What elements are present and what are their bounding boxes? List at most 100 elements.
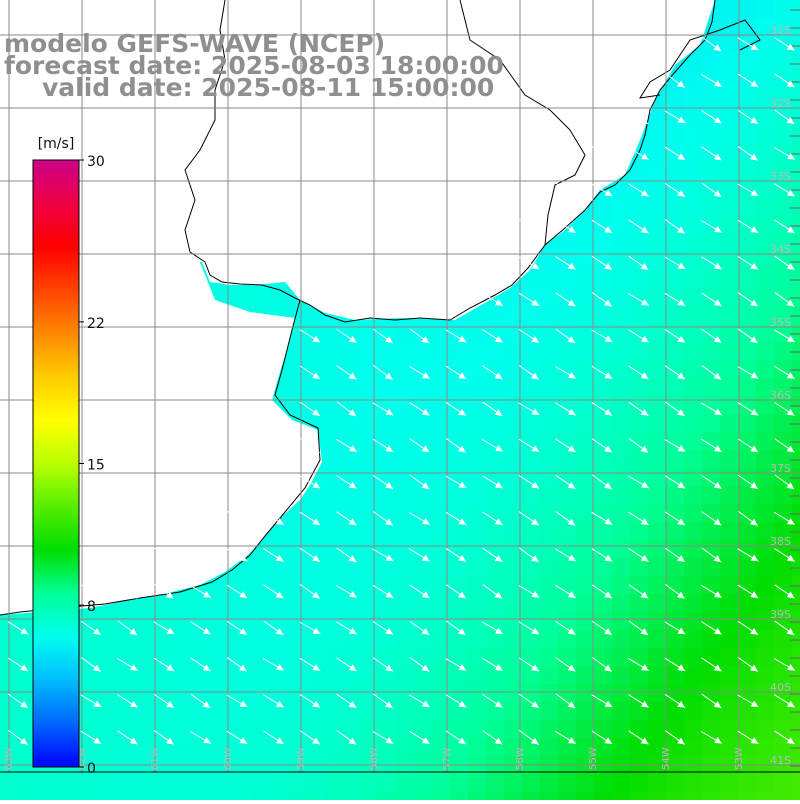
field-cell [756,612,775,631]
field-cell [756,558,775,577]
field-cell [720,144,739,163]
field-cell [774,252,793,271]
wind-arrow [737,109,759,125]
wind-arrow [189,584,212,599]
field-cell [468,648,487,667]
field-cell [306,792,325,804]
field-cell [522,666,541,685]
wind-arrow [774,401,795,417]
wind-arrow [701,292,722,307]
wind-arrow [737,328,759,344]
field-cell [468,324,487,343]
field-cell [648,432,667,451]
wind-arrow [737,438,759,453]
field-cell [126,792,145,804]
field-cell [216,738,235,757]
field-cell [180,720,199,739]
wind-arrow [481,292,504,307]
field-cell [702,504,721,523]
field-cell [702,54,721,73]
field-cell [612,252,631,271]
field-cell [684,486,703,505]
wind-arrow [664,511,686,526]
field-cell [648,198,667,217]
wind-arrow [445,657,467,672]
wind-arrow [335,585,358,598]
field-cell [738,306,757,325]
field-cell [738,450,757,469]
field-cell [558,432,577,451]
wind-arrow [665,72,685,89]
wind-arrow [518,402,540,416]
field-cell [630,576,649,595]
field-cell [288,396,307,415]
field-cell [36,774,55,793]
field-cell [306,666,325,685]
field-cell [648,378,667,397]
wind-arrow [591,219,613,234]
field-cell [702,396,721,415]
wind-arrow [664,219,686,234]
wind-arrow [555,438,576,453]
field-cell [720,522,739,541]
field-cell [504,414,523,433]
field-cell [630,720,649,739]
field-cell [396,684,415,703]
field-cell [612,648,631,667]
field-cell [378,342,397,361]
coastline-segment [184,0,226,263]
field-cell [486,630,505,649]
wind-arrow [518,328,540,344]
field-cell [414,414,433,433]
field-cell [360,486,379,505]
wind-arrow [226,657,248,672]
field-cell [648,576,667,595]
field-cell [288,594,307,613]
latitude-label: 40S [770,681,791,694]
field-cell [612,306,631,325]
field-cell [666,432,685,451]
field-cell [342,792,361,804]
field-cell [648,558,667,577]
field-cell [90,792,109,804]
field-cell [720,720,739,739]
field-cell [666,126,685,145]
field-cell [738,702,757,721]
wind-arrow [664,365,686,380]
wind-arrow [774,109,795,125]
field-cell [522,540,541,559]
field-cell [234,594,253,613]
field-cell [666,774,685,793]
wind-arrow [701,365,722,380]
field-cell [342,558,361,577]
field-cell [774,18,793,37]
wind-arrow [80,620,102,636]
field-cell [630,612,649,631]
field-cell [288,378,307,397]
field-cell [108,738,127,757]
wind-arrow [518,475,540,489]
field-cell [414,396,433,415]
field-cell [702,792,721,804]
longitude-label: 56W [515,747,526,770]
field-cell [648,288,667,307]
wind-arrow [591,365,613,380]
wind-arrow [482,657,503,672]
wind-arrow [80,584,102,599]
field-cell [432,720,451,739]
field-cell [738,18,757,37]
wind-arrow [773,511,796,526]
field-cell [504,612,523,631]
wind-arrow [664,657,686,672]
field-cell [756,396,775,415]
wind-arrow [482,475,503,489]
field-cell [360,648,379,667]
field-cell [378,378,397,397]
wind-arrow [299,329,321,343]
field-cell [648,792,667,804]
field-cell [756,702,775,721]
field-cell [774,648,793,667]
wind-arrow [408,512,431,525]
field-cell [486,720,505,739]
field-cell [198,774,217,793]
